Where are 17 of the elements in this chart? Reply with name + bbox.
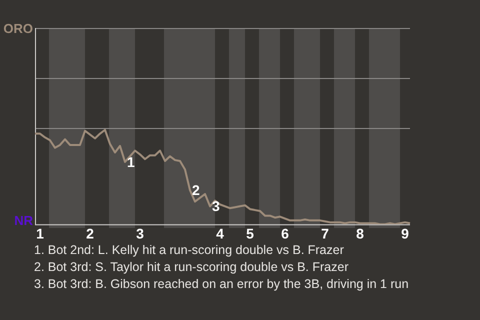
x-tick-label: 2	[86, 225, 94, 242]
x-tick-label: 7	[321, 225, 330, 242]
text: ORO	[3, 21, 33, 36]
text: 1. Bot 2nd: L. Kelly hit a run-scoring double vs B. Frazer	[34, 242, 345, 259]
annotation: 1	[127, 154, 135, 170]
x-tick-label: 9	[401, 225, 410, 242]
text: 3. Bot 3rd: B. Gibson reached on an error by the 3B, driving in 1 run	[34, 276, 410, 293]
text: 2. Bot 3rd: S. Taylor hit a run-scoring double vs B. Frazer	[34, 259, 350, 276]
x-tick-label: 8	[356, 225, 364, 242]
x-tick-label: 6	[281, 225, 290, 242]
x-tick-label: 1	[36, 225, 44, 242]
x-tick-label: 5	[246, 225, 254, 242]
annotation: 2	[192, 182, 200, 198]
annotation: 3	[212, 198, 220, 214]
x-tick-label: 4	[216, 225, 224, 242]
text: NR	[14, 213, 33, 228]
x-tick-label: 3	[136, 225, 144, 242]
